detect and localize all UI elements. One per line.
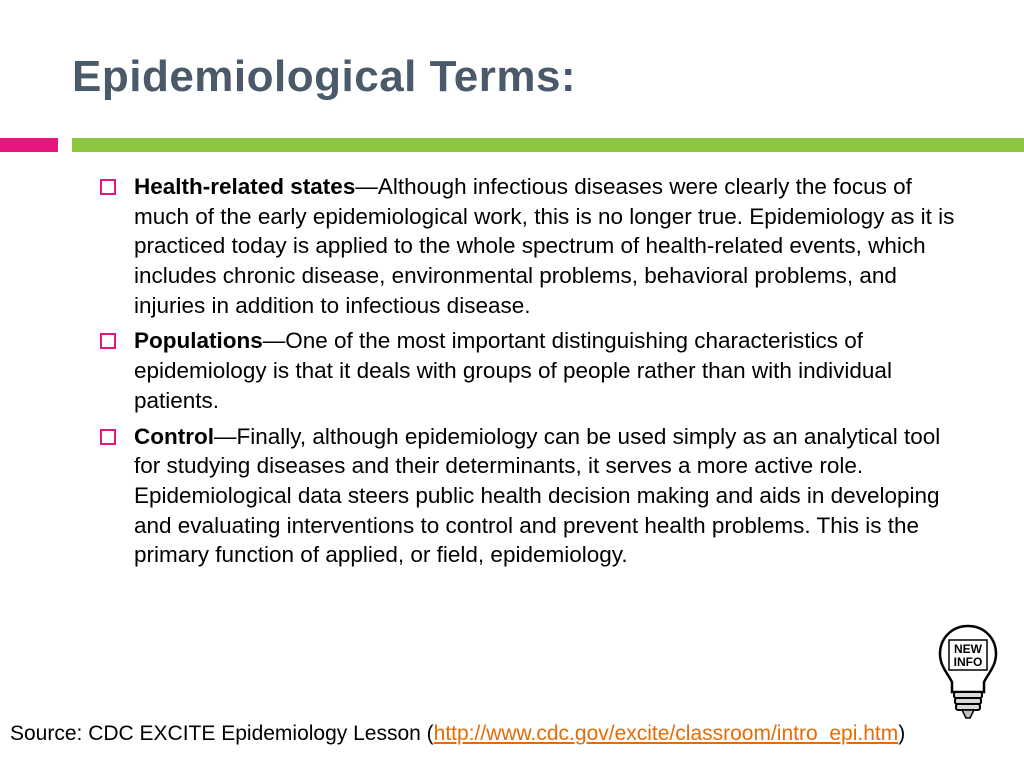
term-label: Populations <box>134 328 263 353</box>
list-item: Populations—One of the most important di… <box>100 326 970 415</box>
list-item: Control—Finally, although epidemiology c… <box>100 422 970 570</box>
page-title: Epidemiological Terms: <box>72 52 576 102</box>
bullet-list: Health-related states—Although infectiou… <box>100 172 970 576</box>
source-citation: Source: CDC EXCITE Epidemiology Lesson (… <box>10 722 905 746</box>
term-label: Health-related states <box>134 174 355 199</box>
badge-line2: INFO <box>954 655 983 669</box>
term-label: Control <box>134 424 214 449</box>
source-link[interactable]: http://www.cdc.gov/excite/classroom/intr… <box>434 722 899 745</box>
divider-accent-pink <box>0 138 58 152</box>
lightbulb-icon <box>930 622 1006 722</box>
source-prefix: Source: CDC EXCITE Epidemiology Lesson ( <box>10 722 434 745</box>
list-item: Health-related states—Although infectiou… <box>100 172 970 320</box>
source-suffix: ) <box>898 722 905 745</box>
new-info-badge: NEW INFO <box>930 622 1006 722</box>
divider-bar <box>0 138 1024 152</box>
slide: Epidemiological Terms: Health-related st… <box>0 0 1024 768</box>
divider-accent-green <box>72 138 1024 152</box>
badge-label: NEW INFO <box>930 643 1006 668</box>
term-text: —Finally, although epidemiology can be u… <box>134 424 940 568</box>
